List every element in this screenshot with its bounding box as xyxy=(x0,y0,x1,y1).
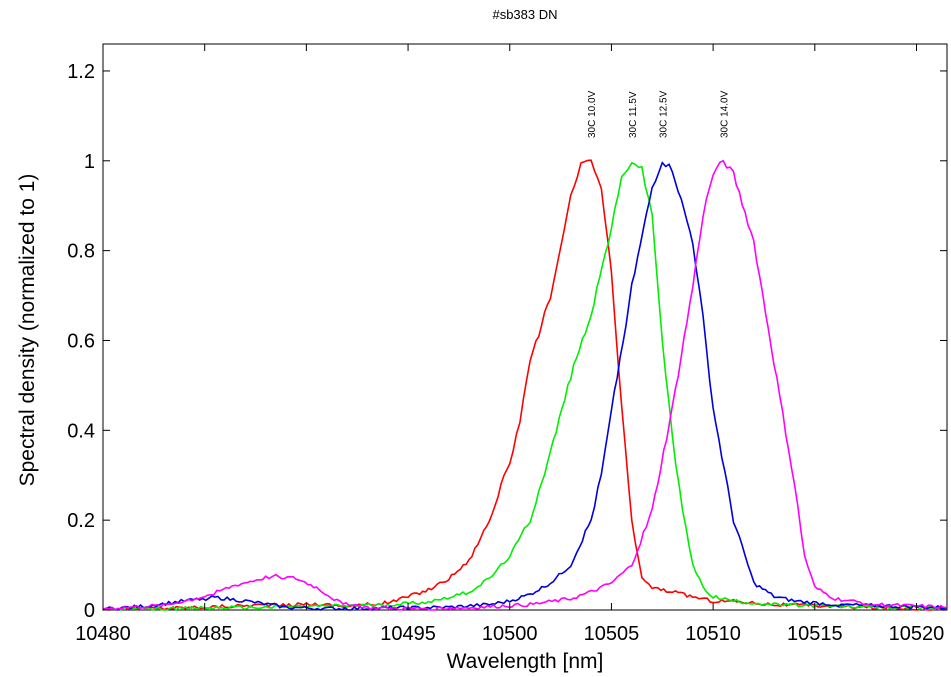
x-tick-label: 10500 xyxy=(482,623,538,645)
x-tick-label: 10485 xyxy=(177,623,233,645)
y-tick-label: 0.6 xyxy=(67,330,95,352)
y-tick-label: 0.8 xyxy=(67,241,95,263)
x-axis-ticks: 10480 10485 10490 10495 10500 10505 10510 10515… xyxy=(75,44,944,645)
series-line-1 xyxy=(102,159,948,611)
series-layer xyxy=(102,159,948,612)
x-tick-label: 10520 xyxy=(889,623,945,645)
y-tick-label: 1.2 xyxy=(67,61,95,83)
y-tick-label: 0.4 xyxy=(67,420,95,442)
series-line-4 xyxy=(102,159,948,611)
x-tick-label: 10495 xyxy=(380,623,436,645)
series-annotation-2: 30C 11.5V xyxy=(628,91,639,138)
x-axis-label: Wavelength [nm] xyxy=(447,650,604,673)
y-tick-label: 0 xyxy=(84,600,95,622)
y-tick-label: 0.2 xyxy=(67,510,95,532)
x-tick-label: 10510 xyxy=(685,623,741,645)
x-tick-label: 10490 xyxy=(279,623,335,645)
series-line-3 xyxy=(102,161,948,611)
x-tick-label: 10505 xyxy=(584,623,640,645)
series-annotations: 30C 10.0V 30C 11.5V 30C 12.5V 30C 14.0V xyxy=(587,90,730,138)
x-tick-label: 10515 xyxy=(787,623,843,645)
y-axis-label: Spectral density (normalized to 1) xyxy=(16,174,39,487)
x-tick-label: 10480 xyxy=(75,623,131,645)
chart-title: #sb383 DN xyxy=(492,7,557,22)
y-tick-label: 1 xyxy=(84,151,95,173)
series-line-2 xyxy=(103,161,948,612)
series-annotation-1: 30C 10.0V xyxy=(587,90,598,138)
plot-frame xyxy=(102,43,948,611)
series-annotation-4: 30C 14.0V xyxy=(719,90,730,138)
series-annotation-3: 30C 12.5V xyxy=(658,90,669,138)
y-axis-ticks: 0 0.2 0.4 0.6 0.8 1 1.2 xyxy=(67,61,947,622)
